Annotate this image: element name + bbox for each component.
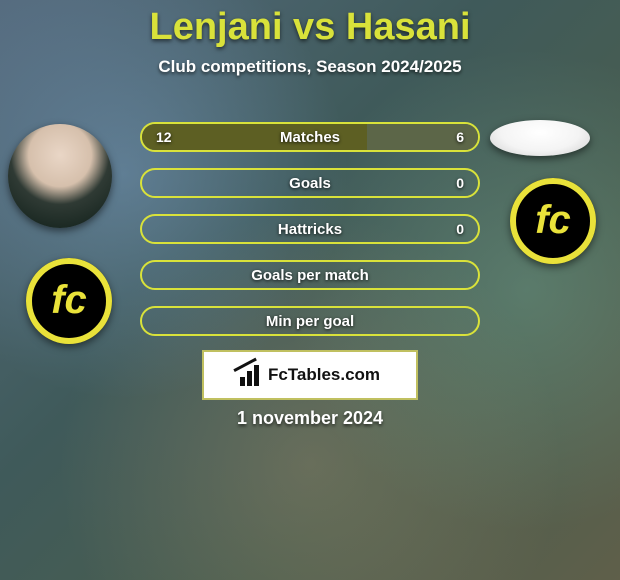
stat-value-right: 0 (456, 175, 464, 191)
stat-value-left: 12 (156, 129, 172, 145)
stat-bar: Goals per match (140, 260, 480, 290)
stat-label: Min per goal (266, 313, 354, 330)
stat-value-right: 0 (456, 221, 464, 237)
stat-label: Hattricks (278, 221, 342, 238)
stats-bars: 12 Matches 6 Goals 0 Hattricks 0 Goals per matc… (140, 122, 480, 352)
club-badge-monogram: fc (535, 200, 571, 240)
page-subtitle: Club competitions, Season 2024/2025 (0, 57, 620, 77)
club-badge-left: fc (26, 258, 112, 344)
player-left-avatar (8, 124, 112, 228)
stat-value-right: 6 (456, 129, 464, 145)
fctables-label: FcTables.com (268, 365, 380, 385)
fctables-logo-icon (240, 364, 262, 386)
player-right-avatar (490, 120, 590, 156)
stat-bar: Hattricks 0 (140, 214, 480, 244)
page-title: Lenjani vs Hasani (0, 0, 620, 49)
stat-bar: Min per goal (140, 306, 480, 336)
fctables-attribution[interactable]: FcTables.com (202, 350, 418, 400)
club-badge-monogram: fc (51, 280, 87, 320)
stat-label: Goals (289, 175, 331, 192)
stat-label: Matches (280, 129, 340, 146)
generation-date: 1 november 2024 (0, 408, 620, 429)
club-badge-right: fc (510, 178, 596, 264)
stat-label: Goals per match (251, 267, 369, 284)
stat-bar: 12 Matches 6 (140, 122, 480, 152)
stat-bar: Goals 0 (140, 168, 480, 198)
